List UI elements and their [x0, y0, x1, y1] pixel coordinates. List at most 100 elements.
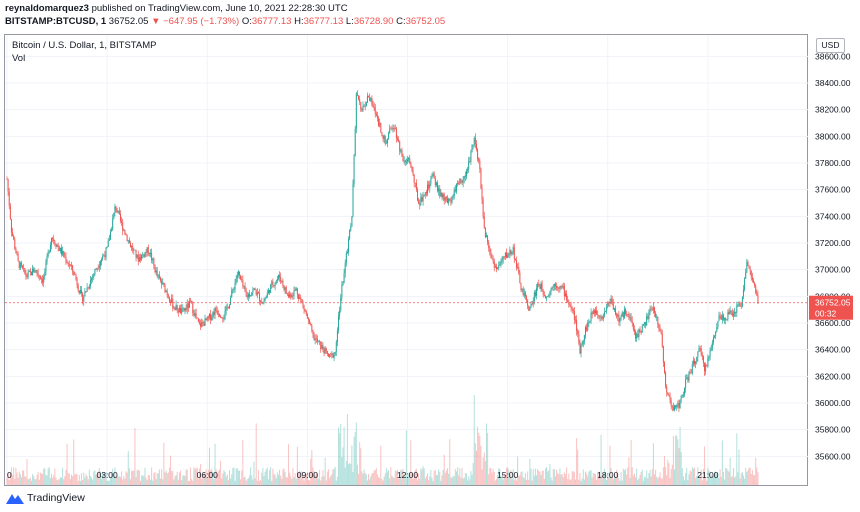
candle-body — [726, 319, 728, 321]
volume-bar — [300, 478, 302, 485]
candle-body — [354, 128, 356, 156]
candle-body — [569, 304, 571, 306]
volume-bar — [213, 479, 215, 485]
candle-body — [105, 247, 107, 258]
volume-bar — [470, 471, 472, 485]
candle-body — [684, 388, 686, 395]
volume-bar — [19, 474, 21, 485]
volume-bar — [472, 463, 474, 485]
down-arrow-icon: ▼ — [151, 16, 161, 27]
volume-bar — [140, 480, 141, 485]
candle-body — [503, 256, 505, 258]
candle-body — [295, 288, 297, 291]
candle-body — [162, 282, 164, 285]
volume-bar — [734, 477, 736, 485]
candle-body — [626, 313, 628, 315]
candle-body — [240, 275, 242, 280]
candle-body — [302, 301, 304, 305]
volume-bar — [607, 473, 609, 485]
volume-bar — [489, 467, 491, 485]
candle-body — [129, 242, 131, 248]
volume-bar — [508, 469, 510, 485]
volume-bar — [686, 467, 688, 485]
volume-bar — [637, 479, 639, 485]
volume-bar — [433, 470, 435, 485]
candle-body — [157, 275, 159, 277]
volume-bar — [202, 474, 204, 485]
volume-bar — [631, 467, 633, 485]
candle-body — [345, 253, 347, 264]
candle-body — [285, 287, 287, 294]
symbol-name: BITSTAMP:BTCUSD, 1 — [5, 16, 107, 27]
publisher-name[interactable]: reynaldomarquez3 — [5, 3, 89, 14]
volume-bar — [407, 476, 408, 485]
volume-bar — [183, 475, 185, 485]
volume-bar — [38, 479, 40, 485]
volume-bar — [374, 470, 376, 485]
candle-body — [291, 295, 293, 298]
candle-body — [386, 138, 388, 143]
volume-bar — [457, 467, 459, 485]
candle-body — [661, 333, 663, 347]
candle-body — [314, 338, 316, 341]
branding-text: TradingView — [27, 492, 85, 504]
volume-bar — [138, 470, 140, 485]
volume-bar — [341, 457, 343, 485]
candle-body — [75, 274, 77, 280]
volume-bar — [750, 473, 752, 485]
volume-bar — [99, 471, 101, 485]
volume-bar — [271, 480, 273, 485]
volume-bar — [727, 470, 729, 485]
candle-body — [586, 327, 588, 331]
candle-body — [698, 348, 700, 352]
volume-bar — [602, 475, 604, 485]
volume-bar — [685, 473, 687, 485]
candle-body — [528, 306, 530, 311]
candle-body — [660, 331, 662, 334]
candle-body — [730, 310, 732, 313]
volume-bar — [482, 457, 484, 485]
candle-body — [8, 191, 10, 207]
volume-bar — [18, 471, 20, 485]
volume-bar — [205, 469, 207, 485]
candle-body — [638, 329, 640, 337]
candle-body — [38, 275, 40, 277]
volume-bar — [345, 461, 347, 485]
y-tick-label: 38400.00 — [815, 78, 851, 88]
candle-body — [724, 317, 726, 320]
x-tick-label: 18:00 — [597, 470, 619, 480]
volume-bar — [53, 475, 55, 485]
volume-bar — [467, 480, 469, 485]
currency-button[interactable]: USD — [816, 38, 845, 53]
candle-body — [400, 150, 402, 152]
volume-bar — [398, 478, 400, 485]
candle-body — [675, 405, 677, 408]
volume-bar — [715, 471, 717, 485]
candle-body — [399, 141, 401, 152]
candle-body — [583, 335, 585, 342]
candle-body — [494, 266, 496, 268]
candle-body — [425, 192, 427, 194]
candle-body — [749, 268, 751, 271]
candle-body — [668, 394, 670, 396]
candle-body — [350, 226, 352, 231]
candle-body — [300, 297, 302, 300]
candle-body — [519, 272, 521, 283]
volume-bar — [22, 470, 24, 485]
tradingview-branding[interactable]: TradingView — [6, 492, 85, 504]
candle-body — [165, 290, 167, 293]
candle-body — [549, 291, 551, 296]
candle-body — [652, 307, 654, 310]
candle-body — [15, 248, 17, 254]
volume-bar — [93, 471, 95, 485]
volume-bar — [383, 476, 385, 485]
volume-bar — [564, 474, 566, 485]
volume-bar — [352, 472, 354, 485]
candle-body — [462, 178, 464, 183]
volume-bar — [334, 467, 336, 485]
candle-body — [346, 251, 348, 254]
volume-bar — [52, 477, 54, 485]
candle-body — [641, 325, 643, 333]
volume-bar — [736, 433, 738, 485]
